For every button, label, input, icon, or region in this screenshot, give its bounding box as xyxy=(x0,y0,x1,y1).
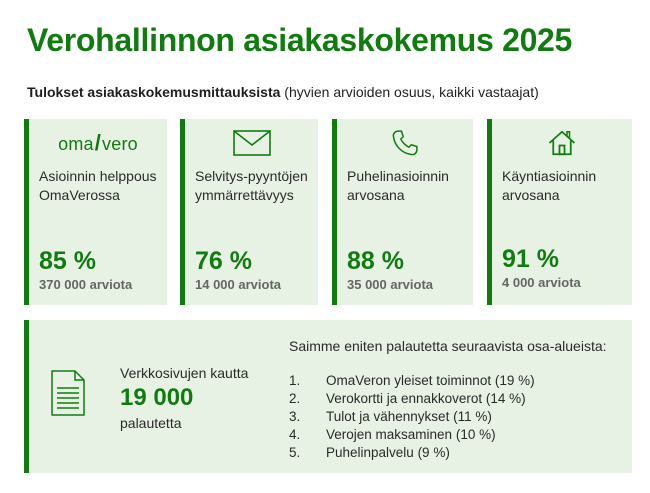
card-percent: 88 % xyxy=(347,247,404,275)
logo-vero: vero xyxy=(102,134,138,154)
list-item-number: 5. xyxy=(289,445,301,460)
subtitle-rest: (hyvien arvioiden osuus, kaikki vastaaja… xyxy=(280,84,539,100)
list-item-text: Verojen maksaminen (10 %) xyxy=(326,427,496,442)
page-subtitle: Tulokset asiakaskokemusmittauksista (hyv… xyxy=(27,84,539,100)
list-item-text: Verokortti ja ennakkoverot (14 %) xyxy=(326,391,526,406)
card-count: 4 000 arviota xyxy=(502,275,581,290)
omavero-logo: oma/vero xyxy=(29,127,167,159)
list-item: 3. Tulot ja vähennykset (11 %) xyxy=(289,408,535,426)
web-number: 19 000 xyxy=(120,384,194,411)
card-count: 14 000 arviota xyxy=(195,277,282,292)
list-item-number: 1. xyxy=(289,373,301,388)
card-count: 35 000 arviota xyxy=(347,277,434,292)
web-label: Verkkosivujen kautta xyxy=(120,365,249,381)
list-item: 1. OmaVeron yleiset toiminnot (19 %) xyxy=(289,372,535,390)
card-puhelinasiointi: Puhelinasioinnin arvosana 88 % 35 000 ar… xyxy=(332,119,473,305)
page-title: Verohallinnon asiakaskokemus 2025 xyxy=(27,22,573,58)
list-item-text: OmaVeron yleiset toiminnot (19 %) xyxy=(326,373,535,388)
list-item: 4. Verojen maksaminen (10 %) xyxy=(289,426,535,444)
feedback-panel: Verkkosivujen kautta 19 000 palautetta S… xyxy=(24,320,632,473)
web-unit: palautetta xyxy=(120,415,182,431)
card-label: Selvitys-pyyntöjen ymmärrettävyys xyxy=(195,168,308,203)
phone-icon xyxy=(392,130,418,156)
list-item-number: 3. xyxy=(289,409,301,424)
list-item-number: 2. xyxy=(289,391,301,406)
card-omavero: oma/vero Asioinnin helppous OmaVerossa 8… xyxy=(24,119,167,305)
list-item-text: Tulot ja vähennykset (11 %) xyxy=(326,409,492,424)
list-item: 5. Puhelinpalvelu (9 %) xyxy=(289,444,535,462)
card-count: 370 000 arviota xyxy=(39,277,133,292)
card-label: Asioinnin helppous OmaVerossa xyxy=(39,168,157,203)
list-item-number: 4. xyxy=(289,427,301,442)
list-item: 2. Verokortti ja ennakkoverot (14 %) xyxy=(289,390,535,408)
envelope-icon xyxy=(232,130,271,156)
logo-slash: / xyxy=(94,130,102,155)
subtitle-bold: Tulokset asiakaskokemusmittauksista xyxy=(27,84,281,100)
logo-oma: oma xyxy=(58,134,94,154)
house-icon xyxy=(548,130,576,156)
card-selvityspyynnot: Selvitys-pyyntöjen ymmärrettävyys 76 % 1… xyxy=(180,119,318,305)
card-percent: 85 % xyxy=(39,247,96,275)
card-label: Puhelinasioinnin arvosana xyxy=(347,168,449,203)
card-percent: 76 % xyxy=(195,247,252,275)
card-kayntiasiointi: Käyntiasioinnin arvosana 91 % 4 000 arvi… xyxy=(487,119,632,305)
list-item-text: Puhelinpalvelu (9 %) xyxy=(326,445,450,460)
card-label: Käyntiasioinnin arvosana xyxy=(502,168,597,203)
feedback-title: Saimme eniten palautetta seuraavista osa… xyxy=(289,338,607,354)
card-percent: 91 % xyxy=(502,245,559,273)
feedback-list: 1. OmaVeron yleiset toiminnot (19 %) 2. Ve… xyxy=(289,372,535,462)
document-icon xyxy=(51,370,85,416)
